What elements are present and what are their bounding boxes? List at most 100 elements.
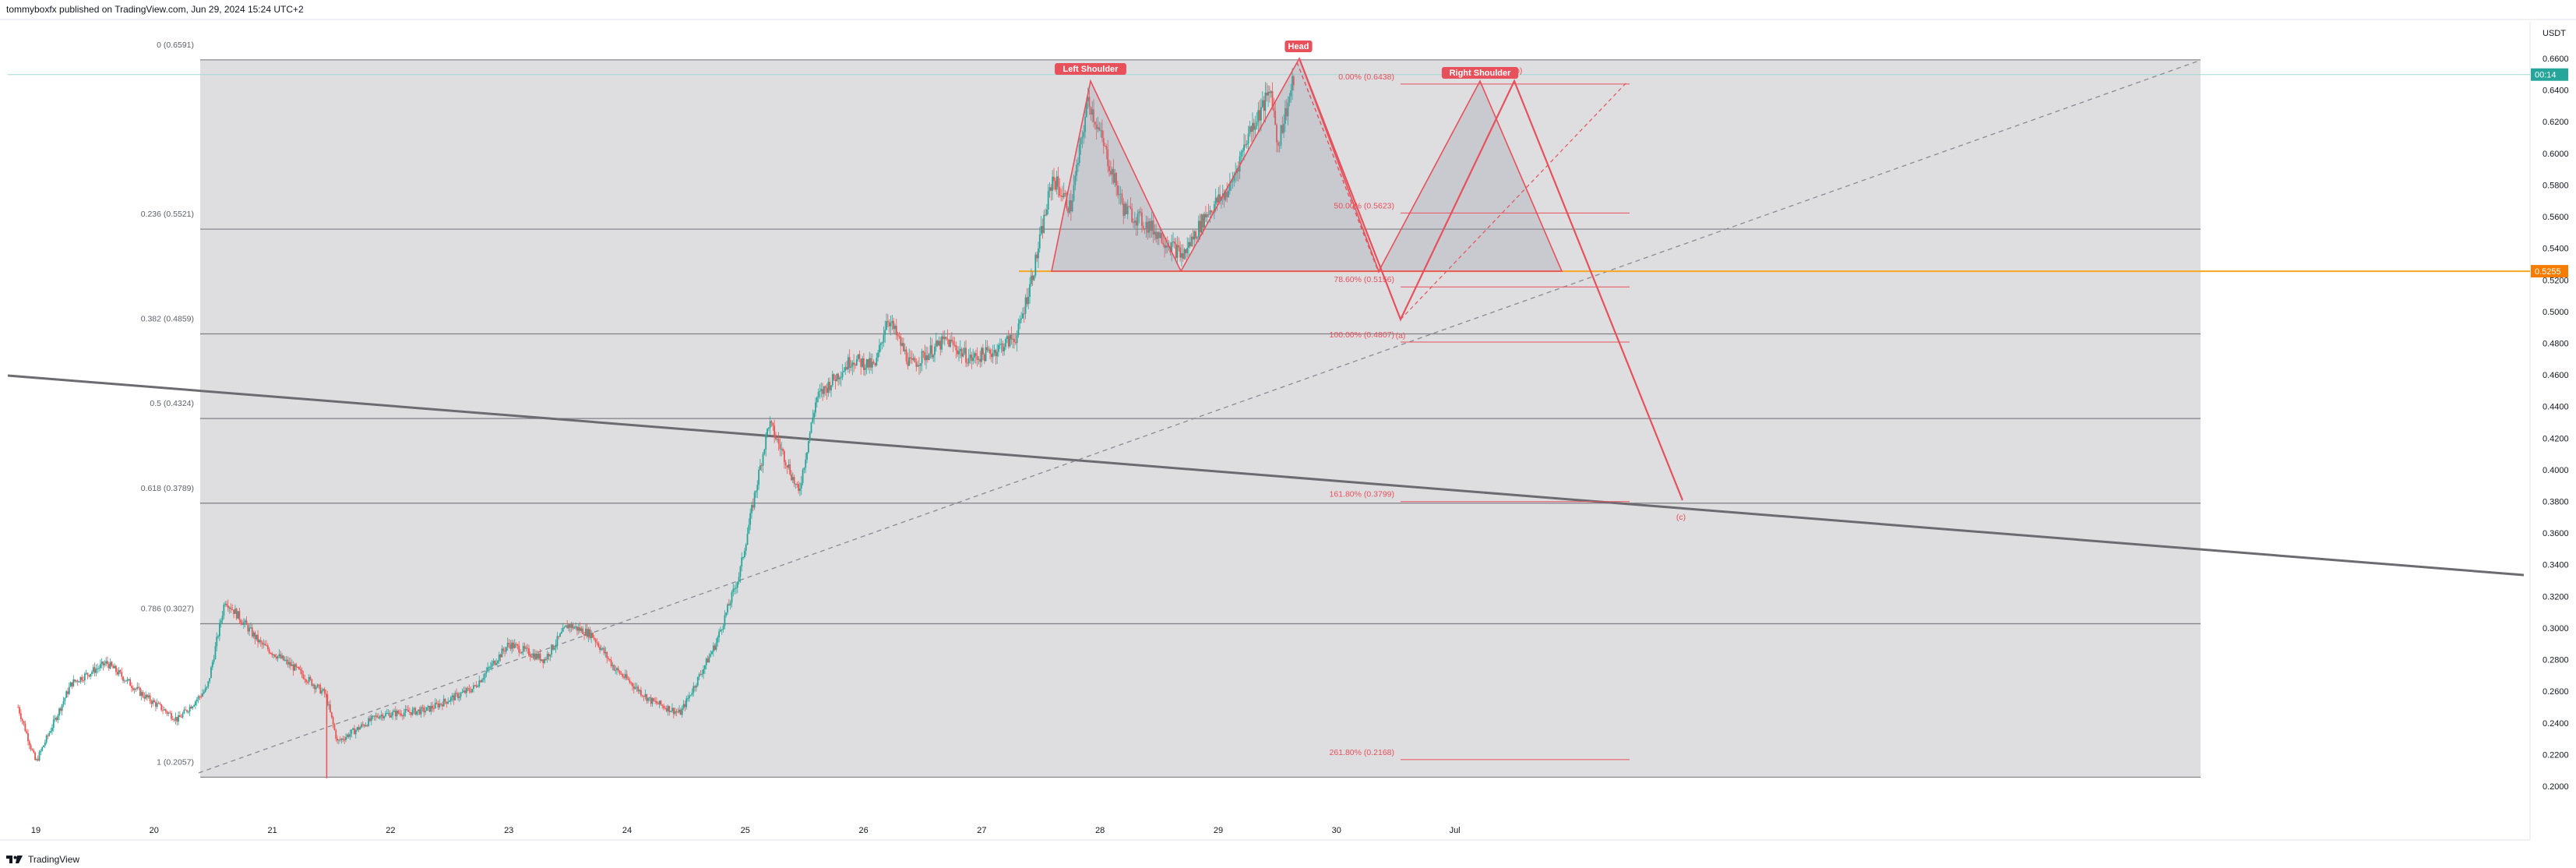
candle-body <box>974 353 975 358</box>
candle-body <box>1232 181 1234 182</box>
price-tick-label: 0.2200 <box>2543 750 2569 760</box>
candle-body <box>555 644 557 648</box>
candle-body <box>660 700 662 705</box>
price-axis[interactable]: USDT 0.6600 0.6400 0.6200 0.6000 0.5800 0.5600… <box>2531 29 2569 792</box>
price-tick-label: 0.5400 <box>2543 245 2569 254</box>
candle-body <box>1038 248 1039 259</box>
candle-body <box>99 664 101 669</box>
candle-body <box>1129 206 1132 209</box>
candle-body <box>955 344 957 351</box>
candle-body <box>423 707 425 713</box>
candle-body <box>145 694 147 699</box>
candle-body <box>439 703 441 707</box>
candle-body <box>616 668 618 670</box>
candle-body <box>44 742 46 746</box>
time-tick-label: 23 <box>504 826 513 835</box>
candle-body <box>1029 284 1031 297</box>
candle-body <box>152 700 154 704</box>
candle-body <box>488 667 490 669</box>
candle-body <box>1073 185 1075 201</box>
candle-body <box>125 680 127 682</box>
candle-body <box>739 566 742 577</box>
candle-body <box>837 373 840 379</box>
candle-body <box>164 709 167 712</box>
candle-body <box>131 686 132 688</box>
candle-body <box>579 627 581 631</box>
candle-body <box>620 673 622 675</box>
candle-body <box>802 470 804 484</box>
candle-body <box>1254 125 1256 130</box>
candle-body <box>805 459 807 468</box>
candle-body <box>40 750 42 753</box>
candle-body <box>508 643 510 644</box>
candle-body <box>107 661 108 665</box>
candle-body <box>681 707 683 715</box>
candle-body <box>938 340 940 346</box>
candle-body <box>819 390 821 392</box>
candle-body <box>834 379 837 382</box>
candle-body <box>171 713 172 719</box>
candle-body <box>962 353 964 357</box>
candle-body <box>886 321 887 330</box>
candle-body <box>651 698 654 704</box>
candle-body <box>413 707 415 710</box>
candle-body <box>502 648 505 651</box>
candle-body <box>251 627 253 637</box>
candle-body <box>700 674 702 676</box>
candle-body <box>414 707 417 715</box>
candle-body <box>186 710 188 712</box>
candle-body <box>1190 236 1193 247</box>
candle-body <box>173 719 175 721</box>
candle-body <box>743 550 745 558</box>
publisher-line: tommyboxfx published on TradingView.com,… <box>6 4 304 15</box>
candle-body <box>644 694 647 697</box>
candle-body <box>437 703 439 707</box>
candle-body <box>244 620 246 623</box>
candle-body <box>1242 150 1244 153</box>
candle-body <box>1173 241 1175 244</box>
left-shoulder-label-bg <box>1055 63 1126 75</box>
candle-body <box>1131 208 1133 223</box>
candle-body <box>1253 122 1255 130</box>
candle-body <box>21 718 23 722</box>
candle-body <box>976 355 978 360</box>
candle-body <box>407 710 410 712</box>
candle-body <box>752 505 754 508</box>
candle-body <box>460 693 462 697</box>
candle-body <box>294 664 296 671</box>
candle-body <box>446 701 448 704</box>
candle-body <box>922 351 925 352</box>
candle-body <box>611 665 614 666</box>
candle-body <box>809 432 811 441</box>
candle-body <box>566 625 569 629</box>
candle-body <box>943 336 944 340</box>
candle-body <box>174 717 177 721</box>
candle-body <box>83 673 86 681</box>
candle-body <box>1225 192 1227 200</box>
fib-extension-levels: 0.00% (0.6438) 50.00% (0.5623) 78.60% (0.5… <box>1330 72 1630 760</box>
candle-body <box>112 665 115 669</box>
candle-body <box>223 604 225 616</box>
fib-extension-label: 100.00% (0.4807) <box>1330 330 1394 340</box>
candle-body <box>88 675 90 677</box>
candle-body <box>1050 187 1052 191</box>
candle-body <box>1080 138 1082 145</box>
candle-body <box>195 701 196 706</box>
price-badge: 0.5255 <box>2535 267 2561 277</box>
fib-level-label: 0 (0.6591) <box>157 41 194 50</box>
candle-body <box>633 686 635 690</box>
candle-body <box>180 717 182 718</box>
candle-body <box>1036 254 1038 259</box>
candle-body <box>958 351 960 355</box>
candle-body <box>671 707 673 711</box>
candle-body <box>465 688 467 693</box>
candle-body <box>311 679 313 686</box>
candle-body <box>129 679 132 686</box>
time-axis[interactable]: 19 20 21 22 23 24 25 26 27 28 29 30 Jul <box>31 826 1461 835</box>
fib-level-label: 0.618 (0.3789) <box>141 484 194 493</box>
candle-body <box>266 645 267 647</box>
candle-body <box>741 557 743 566</box>
chart-grid <box>0 19 2576 841</box>
candle-body <box>694 686 696 688</box>
